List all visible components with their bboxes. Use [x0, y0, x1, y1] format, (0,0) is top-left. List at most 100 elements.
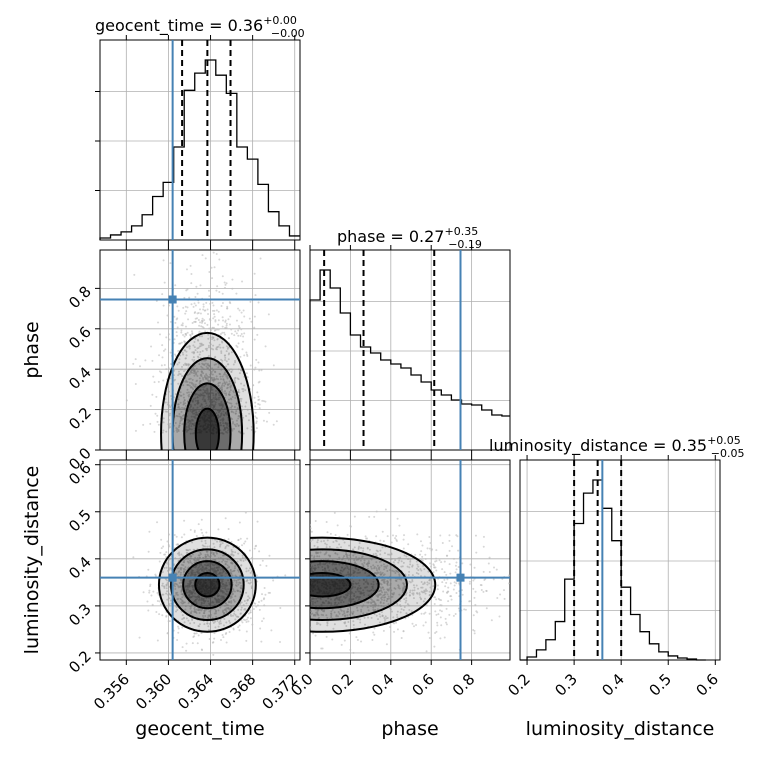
sample-point [133, 273, 136, 276]
sample-point [183, 559, 186, 562]
sample-point [197, 558, 200, 561]
sample-point [492, 578, 495, 581]
sample-point [348, 544, 351, 547]
sample-point [193, 351, 196, 354]
sample-point [226, 567, 229, 570]
sample-point [196, 347, 199, 350]
sample-point [209, 569, 212, 572]
sample-point [207, 600, 210, 603]
sample-point [214, 356, 217, 359]
sample-point [220, 424, 223, 427]
sample-point [246, 354, 249, 357]
sample-point [213, 632, 216, 635]
sample-point [188, 378, 191, 381]
panel-frame [519, 459, 721, 661]
sample-point [242, 604, 245, 607]
sample-point [472, 614, 475, 617]
sample-point [152, 375, 155, 378]
sample-point [197, 554, 200, 557]
sample-point [221, 583, 224, 586]
sample-point [196, 370, 199, 373]
sample-point [211, 378, 214, 381]
sample-point [249, 609, 252, 612]
sample-point [186, 331, 189, 334]
sample-point [193, 607, 196, 610]
sample-point [205, 531, 208, 534]
sample-point [403, 554, 406, 557]
sample-point [205, 584, 208, 587]
sample-point [180, 341, 183, 344]
sample-point [223, 427, 226, 430]
sample-point [202, 587, 205, 590]
sample-point [251, 623, 254, 626]
sample-point [391, 534, 394, 537]
sample-point [384, 508, 387, 511]
sample-point [219, 378, 222, 381]
sample-point [226, 431, 229, 434]
sample-point [180, 581, 183, 584]
sample-point [221, 375, 224, 378]
sample-point [411, 622, 414, 625]
sample-point [194, 397, 197, 400]
sample-point [132, 556, 135, 559]
sample-point [402, 609, 405, 612]
sample-point [209, 302, 212, 305]
sample-point [434, 610, 437, 613]
sample-point [229, 389, 232, 392]
sample-point [231, 574, 234, 577]
sample-point [156, 600, 159, 603]
sample-point [255, 421, 258, 424]
sample-point [450, 595, 453, 598]
sample-point [213, 569, 216, 572]
sample-point [412, 597, 415, 600]
sample-point [450, 598, 453, 601]
histogram-bar [381, 360, 391, 450]
sample-point [430, 549, 433, 552]
sample-point [211, 600, 214, 603]
sample-point [204, 539, 207, 542]
sample-point [197, 301, 200, 304]
sample-point [230, 332, 233, 335]
sample-point [452, 588, 455, 591]
sample-point [233, 600, 236, 603]
sample-point [249, 581, 252, 584]
sample-point [229, 558, 232, 561]
tick-label-y: 0.4 [65, 553, 95, 583]
sample-point [188, 296, 191, 299]
sample-point [200, 370, 203, 373]
sample-point [225, 621, 228, 624]
sample-point [191, 541, 194, 544]
sample-point [233, 334, 236, 337]
sample-point [194, 304, 197, 307]
sample-point [166, 590, 169, 593]
sample-point [183, 370, 186, 373]
sample-point [455, 561, 458, 564]
sample-point [164, 398, 167, 401]
sample-point [218, 394, 221, 397]
sample-point [221, 419, 224, 422]
sample-point [183, 594, 186, 597]
histogram-bar [631, 614, 640, 660]
sample-point [433, 645, 436, 648]
sample-point [435, 598, 438, 601]
panel-frame [309, 459, 511, 661]
sample-point [448, 563, 451, 566]
sample-point [212, 414, 215, 417]
sample-point [184, 557, 187, 560]
sample-point [204, 362, 207, 365]
sample-point [223, 286, 226, 289]
tick-label-x: 0.2 [504, 670, 534, 700]
sample-point [190, 391, 193, 394]
sample-point [156, 414, 159, 417]
sample-point [202, 428, 205, 431]
sample-point [224, 283, 227, 286]
sample-point [242, 390, 245, 393]
sample-point [440, 599, 443, 602]
sample-point [174, 393, 177, 396]
sample-point [200, 632, 203, 635]
sample-point [229, 568, 232, 571]
sample-point [256, 333, 259, 336]
sample-point [222, 578, 225, 581]
sample-point [187, 395, 190, 398]
sample-point [236, 423, 239, 426]
